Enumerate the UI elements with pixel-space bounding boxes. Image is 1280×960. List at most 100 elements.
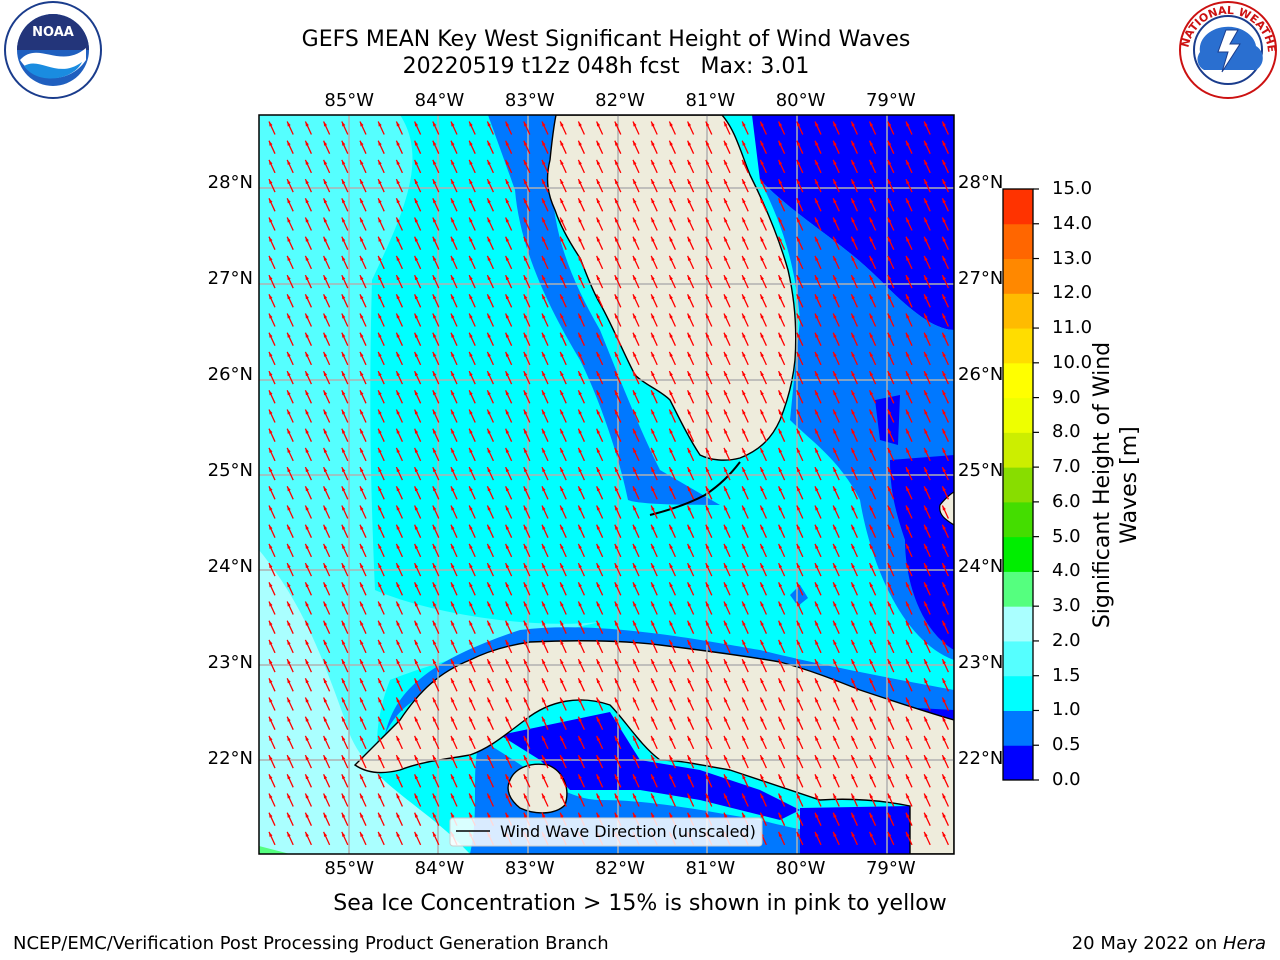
wind-arrow [395,428,403,442]
wind-arrow [796,178,804,193]
wind-arrow [632,562,640,577]
wind-arrow [668,121,676,135]
wind-arrow [869,159,877,174]
wind-arrow [304,774,312,788]
wind-arrow [723,140,731,154]
wind-arrow [887,716,895,730]
wind-arrow [905,582,913,596]
map-legend: Wind Wave Direction (unscaled) [449,817,763,847]
wind-arrow [923,351,931,366]
wind-arrow [741,466,749,481]
wind-arrow [850,236,858,250]
wind-arrow [359,524,367,538]
wind-arrow [941,831,949,846]
wind-arrow [778,716,786,730]
wind-arrow [614,236,622,250]
wind-arrow [359,255,367,270]
wind-arrow [796,390,804,404]
wind-arrow [614,582,622,596]
wind-arrow [577,390,585,404]
wind-arrow [941,524,949,538]
wind-arrow [341,274,349,289]
wind-arrow [414,236,422,250]
wind-arrow [650,735,658,750]
wind-arrow [304,198,312,212]
wind-arrow [450,735,458,750]
wind-arrow [814,274,822,289]
wind-arrow [377,543,385,558]
wind-arrow [577,370,585,385]
wind-arrow [395,639,403,654]
wind-arrow [705,159,713,174]
wind-arrow [377,294,385,308]
wind-arrow [523,178,531,193]
wind-arrow [505,178,513,193]
wind-arrow [850,409,858,423]
wind-arrow [359,735,367,750]
wind-arrow [887,466,895,481]
wind-arrow [723,370,731,385]
wind-arrow [850,793,858,807]
wind-arrow [341,812,349,826]
wind-arrow [468,774,476,788]
lon-label-bottom: 81°W [685,858,735,879]
wind-arrow [687,255,695,270]
wind-arrow [377,274,385,289]
wind-arrow [559,524,567,538]
wind-arrow [341,831,349,846]
wind-arrow [341,486,349,500]
wind-arrow [596,121,604,135]
wind-arrow [377,774,385,788]
wind-arrow [905,524,913,538]
wind-arrow [541,601,549,615]
lat-label-left: 26°N [208,364,253,385]
wind-arrow [541,428,549,442]
wind-arrow [414,754,422,769]
wind-arrow [832,121,840,135]
wind-arrow [941,543,949,558]
colorbar-tick-label: 14.0 [1052,212,1093,234]
wind-arrow [359,639,367,654]
wind-arrow [377,582,385,596]
wind-arrow [486,639,494,654]
wind-arrow [850,505,858,519]
wind-arrow [577,217,585,231]
wind-arrow [796,754,804,769]
wind-arrow [468,466,476,481]
wind-arrow [650,409,658,423]
wind-arrow [632,774,640,788]
wind-arrow [286,601,294,615]
wind-arrow [268,370,276,385]
wind-arrow [778,274,786,289]
wind-arrow [505,524,513,538]
wind-arrow [486,562,494,577]
wind-arrow [778,658,786,673]
wind-arrow [414,543,422,558]
wind-arrow [614,620,622,634]
wind-arrow [814,428,822,442]
wind-arrow [614,562,622,577]
wind-arrow [432,159,440,174]
wind-arrow [741,754,749,769]
lat-label-right: 25°N [958,460,1003,481]
lat-labels-right: 28°N 27°N 26°N 25°N 24°N 23°N 22°N [958,172,1003,769]
wind-arrow [650,140,658,154]
wind-arrow [869,505,877,519]
wind-arrow [268,658,276,673]
wind-arrow [268,466,276,481]
wind-arrow [286,543,294,558]
wind-arrow [923,466,931,481]
wind-arrow [268,793,276,807]
wind-arrow [668,697,676,711]
colorbar-frame [1002,188,1034,781]
wind-arrow [268,178,276,193]
wind-arrow [268,351,276,366]
wind-arrow [705,351,713,366]
wind-arrow [432,428,440,442]
wind-arrow [632,582,640,596]
wind-arrow [541,447,549,462]
wind-arrow [505,159,513,174]
wind-arrow [450,217,458,231]
wind-arrow [359,754,367,769]
wind-arrow [468,313,476,327]
